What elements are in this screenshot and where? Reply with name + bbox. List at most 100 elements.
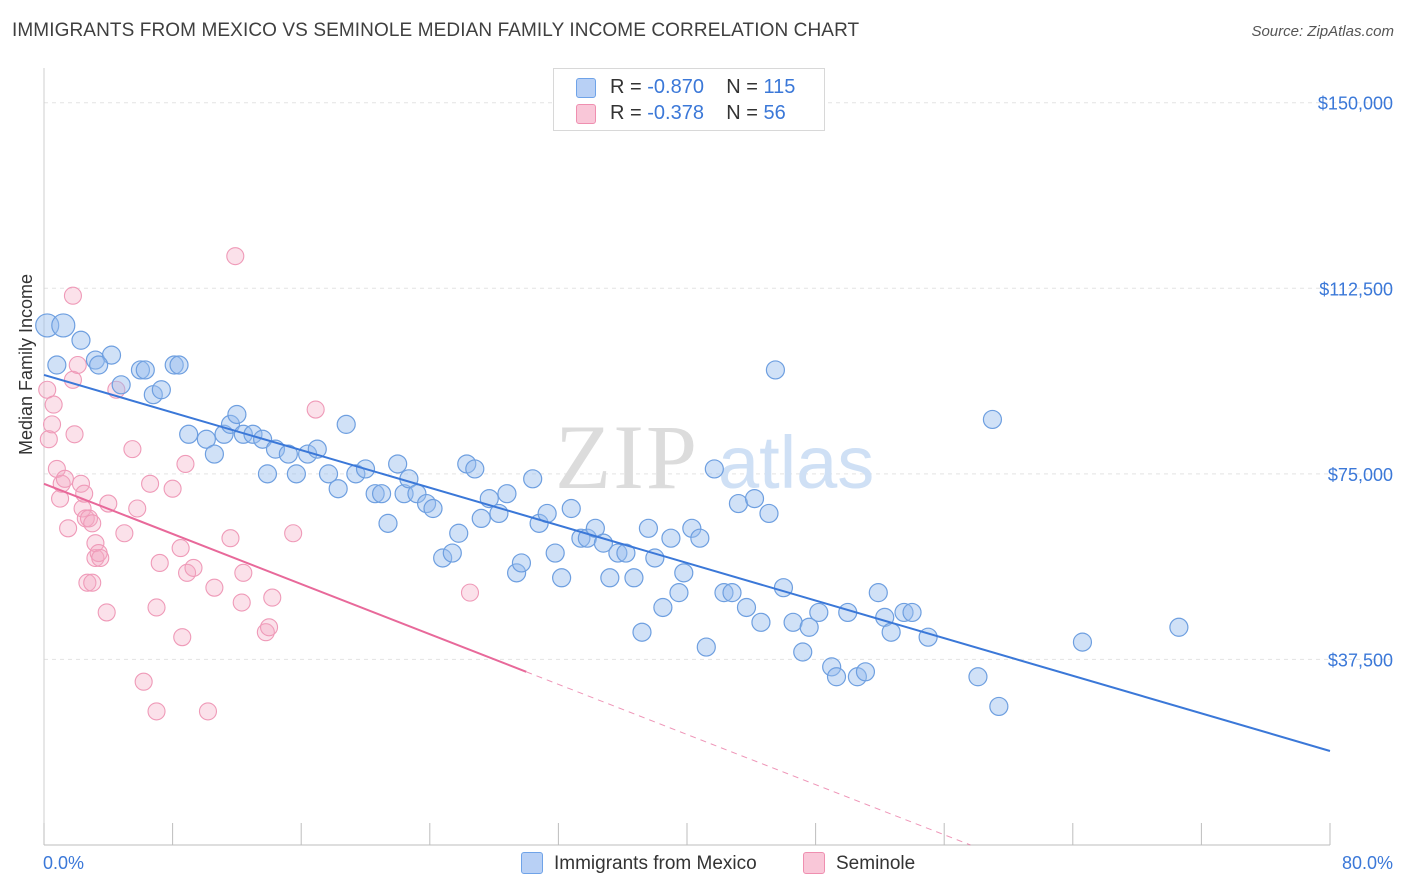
- seminole-point: [147, 702, 166, 721]
- mexico-point: [511, 553, 532, 573]
- seminole-point: [163, 479, 182, 498]
- seminole-trend-extension: [526, 671, 971, 846]
- legend-n-value-mexico: 115: [763, 76, 796, 98]
- mexico-point: [465, 459, 485, 479]
- seminole-point: [42, 415, 62, 434]
- mexico-point: [561, 498, 581, 519]
- legend-n-label: N =: [726, 76, 764, 98]
- seminole-point: [134, 672, 153, 691]
- mexico-point: [968, 667, 988, 687]
- chart-title: IMMIGRANTS FROM MEXICO VS SEMINOLE MEDIA…: [12, 20, 860, 41]
- mexico-point: [47, 355, 67, 375]
- mexico-point: [696, 637, 716, 657]
- seminole-point: [83, 514, 102, 533]
- legend-n-value-seminole: 56: [763, 102, 786, 124]
- mexico-point: [51, 313, 76, 338]
- mexico-point: [736, 597, 757, 618]
- mexico-point: [227, 404, 247, 425]
- series-label-mexico: Immigrants from Mexico: [554, 853, 757, 874]
- mexico-point: [388, 454, 408, 474]
- seminole-point: [97, 603, 116, 622]
- axes: [43, 68, 1331, 846]
- mexico-point: [608, 543, 628, 563]
- mexico-point: [449, 523, 469, 543]
- mexico-series: [35, 313, 1189, 717]
- mexico-point: [809, 602, 829, 623]
- mexico-point: [645, 548, 665, 568]
- mexico-point: [196, 429, 216, 449]
- mexico-point: [89, 355, 109, 375]
- mexico-point: [497, 484, 517, 504]
- mexico-point: [585, 518, 605, 538]
- seminole-point: [263, 588, 282, 607]
- mexico-point: [728, 493, 749, 514]
- mexico-point: [632, 622, 652, 642]
- mexico-point: [164, 355, 184, 375]
- mexico-point: [346, 464, 366, 484]
- source-credit: Source: ZipAtlas.com: [1251, 23, 1394, 40]
- mexico-point: [169, 355, 189, 375]
- mexico-point: [894, 602, 914, 623]
- trend-lines: [43, 373, 1331, 846]
- mexico-point: [669, 583, 689, 603]
- mexico-point: [690, 528, 710, 548]
- mexico-point: [471, 508, 491, 529]
- legend-r-value-seminole: -0.378: [647, 102, 704, 124]
- mexico-point: [507, 563, 527, 583]
- y-tick-label-3: $150,000: [1318, 94, 1393, 114]
- mexico-trend-line: [43, 373, 1331, 752]
- mexico-point: [826, 667, 847, 687]
- seminole-point: [115, 524, 134, 543]
- legend-swatch-seminole: [576, 104, 596, 124]
- legend-swatch-mexico: [576, 78, 596, 98]
- mexico-point: [783, 612, 803, 632]
- mexico-point: [442, 543, 462, 563]
- seminole-trend-line: [43, 482, 527, 673]
- mexico-point: [433, 548, 453, 568]
- mexico-point: [328, 479, 348, 499]
- mexico-point: [179, 424, 199, 444]
- y-tick-label-0: $37,500: [1328, 650, 1393, 670]
- mexico-point: [793, 642, 813, 662]
- mexico-point: [722, 583, 742, 603]
- mexico-point: [751, 612, 771, 632]
- seminole-point: [284, 524, 303, 543]
- seminole-point: [79, 509, 99, 528]
- mexico-point: [653, 597, 673, 618]
- seminole-point: [460, 583, 480, 602]
- mexico-point: [111, 375, 131, 395]
- seminole-point: [173, 628, 192, 647]
- seminole-point: [71, 474, 91, 493]
- seminole-point: [59, 519, 78, 538]
- mexico-point: [416, 493, 437, 514]
- legend-r-label: R =: [610, 76, 648, 98]
- seminole-point: [184, 558, 203, 577]
- seminole-point: [78, 573, 97, 592]
- seminole-point: [68, 355, 87, 375]
- mexico-point: [371, 484, 392, 504]
- seminole-point: [234, 563, 253, 582]
- mexico-point: [714, 583, 734, 603]
- seminole-point: [44, 395, 63, 414]
- mexico-point: [151, 380, 171, 400]
- watermark-atlas: atlas: [718, 421, 874, 504]
- seminole-point: [63, 286, 82, 305]
- mexico-point: [855, 662, 876, 682]
- mexico-point: [822, 657, 842, 677]
- legend-row-mexico: R = -0.870 N = 115: [576, 75, 795, 101]
- seminole-point: [147, 598, 166, 617]
- mexico-point: [233, 424, 253, 444]
- mexico-point: [881, 622, 901, 642]
- seminole-point: [259, 618, 279, 637]
- legend-n-label: N =: [726, 102, 764, 124]
- seminole-point: [55, 469, 74, 488]
- seminole-point: [306, 400, 325, 419]
- mexico-point: [423, 498, 443, 519]
- legend-r-label: R =: [610, 102, 648, 124]
- mexico-point: [674, 563, 694, 583]
- mexico-point: [545, 543, 565, 563]
- seminole-point: [150, 553, 169, 572]
- mexico-point: [624, 568, 644, 588]
- mexico-point: [1169, 617, 1189, 637]
